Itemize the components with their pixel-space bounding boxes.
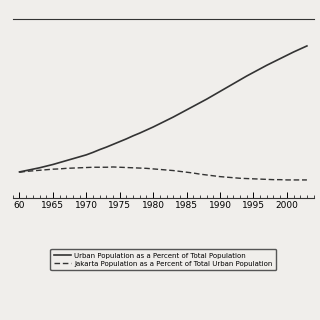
Jakarta Population as a Percent of Total Urban Population	[292, 178, 295, 182]
Urban Population as a Percent of Total Population	[278, 57, 282, 60]
Jakarta Population as a Percent of Total Urban Population	[298, 178, 302, 182]
Urban Population as a Percent of Total Population	[118, 140, 122, 144]
Urban Population as a Percent of Total Population	[164, 118, 168, 122]
Urban Population as a Percent of Total Population	[225, 86, 228, 90]
Urban Population as a Percent of Total Population	[218, 90, 222, 93]
Urban Population as a Percent of Total Population	[205, 97, 209, 101]
Jakarta Population as a Percent of Total Urban Population	[305, 178, 309, 182]
Urban Population as a Percent of Total Population	[18, 170, 21, 174]
Line: Urban Population as a Percent of Total Population: Urban Population as a Percent of Total P…	[20, 46, 307, 172]
Jakarta Population as a Percent of Total Urban Population	[145, 166, 148, 170]
Urban Population as a Percent of Total Population	[185, 108, 188, 112]
Jakarta Population as a Percent of Total Urban Population	[118, 165, 122, 169]
Jakarta Population as a Percent of Total Urban Population	[285, 178, 289, 182]
Jakarta Population as a Percent of Total Urban Population	[71, 166, 75, 170]
Jakarta Population as a Percent of Total Urban Population	[245, 177, 249, 180]
Jakarta Population as a Percent of Total Urban Population	[191, 171, 195, 175]
Urban Population as a Percent of Total Population	[104, 145, 108, 149]
Urban Population as a Percent of Total Population	[24, 169, 28, 172]
Urban Population as a Percent of Total Population	[51, 163, 55, 166]
Urban Population as a Percent of Total Population	[198, 101, 202, 105]
Urban Population as a Percent of Total Population	[171, 115, 175, 119]
Jakarta Population as a Percent of Total Urban Population	[158, 168, 162, 172]
Urban Population as a Percent of Total Population	[285, 53, 289, 57]
Jakarta Population as a Percent of Total Urban Population	[138, 166, 142, 170]
Jakarta Population as a Percent of Total Urban Population	[198, 172, 202, 176]
Urban Population as a Percent of Total Population	[131, 134, 135, 138]
Jakarta Population as a Percent of Total Urban Population	[185, 170, 188, 174]
Jakarta Population as a Percent of Total Urban Population	[84, 166, 88, 170]
Line: Jakarta Population as a Percent of Total Urban Population: Jakarta Population as a Percent of Total…	[20, 167, 307, 180]
Jakarta Population as a Percent of Total Urban Population	[205, 173, 209, 177]
Urban Population as a Percent of Total Population	[124, 137, 128, 141]
Urban Population as a Percent of Total Population	[64, 159, 68, 163]
Jakarta Population as a Percent of Total Urban Population	[212, 174, 215, 178]
Jakarta Population as a Percent of Total Urban Population	[111, 165, 115, 169]
Jakarta Population as a Percent of Total Urban Population	[98, 165, 102, 169]
Urban Population as a Percent of Total Population	[272, 60, 276, 64]
Urban Population as a Percent of Total Population	[145, 128, 148, 132]
Urban Population as a Percent of Total Population	[44, 164, 48, 168]
Jakarta Population as a Percent of Total Urban Population	[104, 165, 108, 169]
Urban Population as a Percent of Total Population	[265, 63, 269, 67]
Jakarta Population as a Percent of Total Urban Population	[171, 169, 175, 172]
Urban Population as a Percent of Total Population	[91, 150, 95, 154]
Urban Population as a Percent of Total Population	[292, 50, 295, 54]
Jakarta Population as a Percent of Total Urban Population	[91, 165, 95, 169]
Jakarta Population as a Percent of Total Urban Population	[225, 175, 228, 179]
Jakarta Population as a Percent of Total Urban Population	[24, 170, 28, 173]
Jakarta Population as a Percent of Total Urban Population	[64, 166, 68, 170]
Urban Population as a Percent of Total Population	[38, 166, 42, 170]
Urban Population as a Percent of Total Population	[258, 67, 262, 71]
Urban Population as a Percent of Total Population	[84, 153, 88, 157]
Jakarta Population as a Percent of Total Urban Population	[78, 166, 82, 170]
Urban Population as a Percent of Total Population	[178, 112, 182, 116]
Urban Population as a Percent of Total Population	[138, 131, 142, 135]
Urban Population as a Percent of Total Population	[78, 155, 82, 159]
Legend: Urban Population as a Percent of Total Population, Jakarta Population as a Perce: Urban Population as a Percent of Total P…	[50, 249, 276, 270]
Urban Population as a Percent of Total Population	[58, 161, 61, 164]
Jakarta Population as a Percent of Total Urban Population	[38, 168, 42, 172]
Urban Population as a Percent of Total Population	[98, 148, 102, 152]
Urban Population as a Percent of Total Population	[238, 78, 242, 82]
Jakarta Population as a Percent of Total Urban Population	[178, 170, 182, 173]
Jakarta Population as a Percent of Total Urban Population	[58, 167, 61, 171]
Jakarta Population as a Percent of Total Urban Population	[218, 175, 222, 179]
Urban Population as a Percent of Total Population	[245, 74, 249, 78]
Jakarta Population as a Percent of Total Urban Population	[265, 178, 269, 181]
Urban Population as a Percent of Total Population	[158, 122, 162, 126]
Urban Population as a Percent of Total Population	[212, 93, 215, 97]
Urban Population as a Percent of Total Population	[252, 70, 255, 74]
Urban Population as a Percent of Total Population	[305, 44, 309, 48]
Jakarta Population as a Percent of Total Urban Population	[231, 176, 235, 180]
Jakarta Population as a Percent of Total Urban Population	[31, 169, 35, 173]
Jakarta Population as a Percent of Total Urban Population	[164, 168, 168, 172]
Urban Population as a Percent of Total Population	[231, 82, 235, 86]
Jakarta Population as a Percent of Total Urban Population	[131, 166, 135, 170]
Jakarta Population as a Percent of Total Urban Population	[124, 166, 128, 170]
Jakarta Population as a Percent of Total Urban Population	[258, 177, 262, 181]
Urban Population as a Percent of Total Population	[298, 47, 302, 51]
Urban Population as a Percent of Total Population	[111, 142, 115, 146]
Urban Population as a Percent of Total Population	[71, 157, 75, 161]
Urban Population as a Percent of Total Population	[151, 125, 155, 129]
Jakarta Population as a Percent of Total Urban Population	[272, 178, 276, 181]
Jakarta Population as a Percent of Total Urban Population	[252, 177, 255, 181]
Jakarta Population as a Percent of Total Urban Population	[51, 167, 55, 171]
Jakarta Population as a Percent of Total Urban Population	[44, 168, 48, 172]
Jakarta Population as a Percent of Total Urban Population	[18, 170, 21, 174]
Jakarta Population as a Percent of Total Urban Population	[278, 178, 282, 181]
Jakarta Population as a Percent of Total Urban Population	[151, 167, 155, 171]
Jakarta Population as a Percent of Total Urban Population	[238, 176, 242, 180]
Urban Population as a Percent of Total Population	[191, 104, 195, 108]
Urban Population as a Percent of Total Population	[31, 167, 35, 171]
